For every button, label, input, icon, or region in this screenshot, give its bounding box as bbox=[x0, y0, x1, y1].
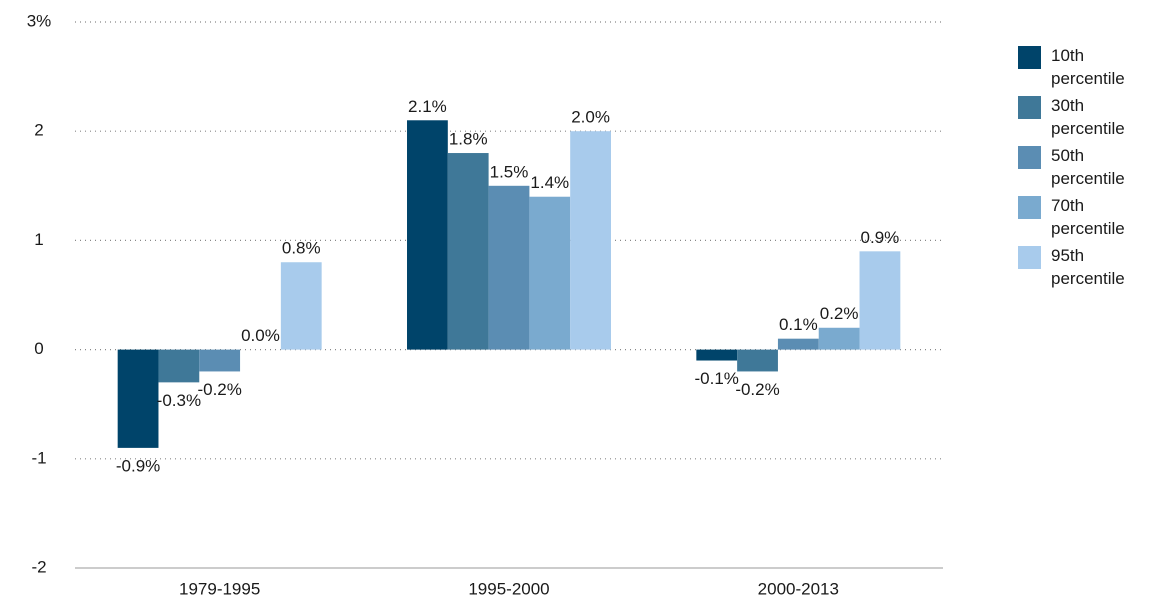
legend-swatch bbox=[1018, 196, 1041, 219]
legend-label: 50th percentile bbox=[1051, 146, 1125, 188]
legend-item: 95th percentile bbox=[1018, 244, 1148, 290]
value-label: -0.1% bbox=[695, 369, 739, 388]
legend-item: 50th percentile bbox=[1018, 144, 1148, 190]
value-label: 1.5% bbox=[490, 162, 529, 181]
x-tick-label: 2000-2013 bbox=[758, 579, 839, 598]
bar bbox=[570, 131, 611, 350]
bar bbox=[447, 153, 489, 350]
value-label: 1.8% bbox=[449, 130, 488, 149]
legend-label: 70th percentile bbox=[1051, 196, 1125, 238]
y-tick-label: 0 bbox=[34, 339, 43, 358]
bar bbox=[407, 120, 448, 350]
legend-label: 10th percentile bbox=[1051, 46, 1125, 88]
value-label: 2.1% bbox=[408, 97, 447, 116]
bar bbox=[696, 349, 738, 361]
value-label: -0.9% bbox=[116, 456, 160, 475]
bar bbox=[737, 349, 778, 372]
legend-swatch bbox=[1018, 246, 1041, 269]
bar bbox=[280, 262, 322, 350]
legend-item: 70th percentile bbox=[1018, 194, 1148, 240]
x-tick-label: 1979-1995 bbox=[179, 579, 260, 598]
bar bbox=[199, 349, 241, 372]
legend-swatch bbox=[1018, 46, 1041, 69]
value-label: 2.0% bbox=[571, 108, 610, 127]
value-label: 0.0% bbox=[241, 326, 280, 345]
bar bbox=[818, 327, 860, 350]
bar bbox=[117, 349, 159, 448]
x-tick-label: 1995-2000 bbox=[468, 579, 549, 598]
y-tick-label: -1 bbox=[31, 448, 46, 467]
value-label: -0.2% bbox=[735, 380, 779, 399]
y-tick-label: 2 bbox=[34, 121, 43, 140]
legend-label: 95th percentile bbox=[1051, 246, 1125, 288]
value-label: -0.2% bbox=[197, 380, 241, 399]
value-label: 1.4% bbox=[530, 173, 569, 192]
legend-item: 30th percentile bbox=[1018, 94, 1148, 140]
y-tick-label: 1 bbox=[34, 230, 43, 249]
value-label: 0.9% bbox=[861, 228, 900, 247]
y-tick-label: -2 bbox=[31, 557, 46, 576]
value-label: 0.8% bbox=[282, 239, 321, 258]
chart: 3%210-1-21979-1995-0.9%-0.3%-0.2%0.0%0.8… bbox=[27, 11, 943, 598]
legend-swatch bbox=[1018, 96, 1041, 119]
bar bbox=[158, 349, 200, 383]
y-tick-label: 3% bbox=[27, 11, 52, 30]
bar bbox=[488, 185, 530, 350]
legend-item: 10th percentile bbox=[1018, 44, 1148, 90]
bar bbox=[859, 251, 901, 350]
value-label: 0.1% bbox=[779, 315, 818, 334]
bar bbox=[529, 196, 571, 350]
value-label: -0.3% bbox=[157, 391, 201, 410]
legend: 10th percentile 30th percentile 50th perce… bbox=[1018, 44, 1148, 294]
value-label: 0.2% bbox=[820, 304, 859, 323]
legend-label: 30th percentile bbox=[1051, 96, 1125, 138]
bar bbox=[777, 338, 819, 350]
legend-swatch bbox=[1018, 146, 1041, 169]
